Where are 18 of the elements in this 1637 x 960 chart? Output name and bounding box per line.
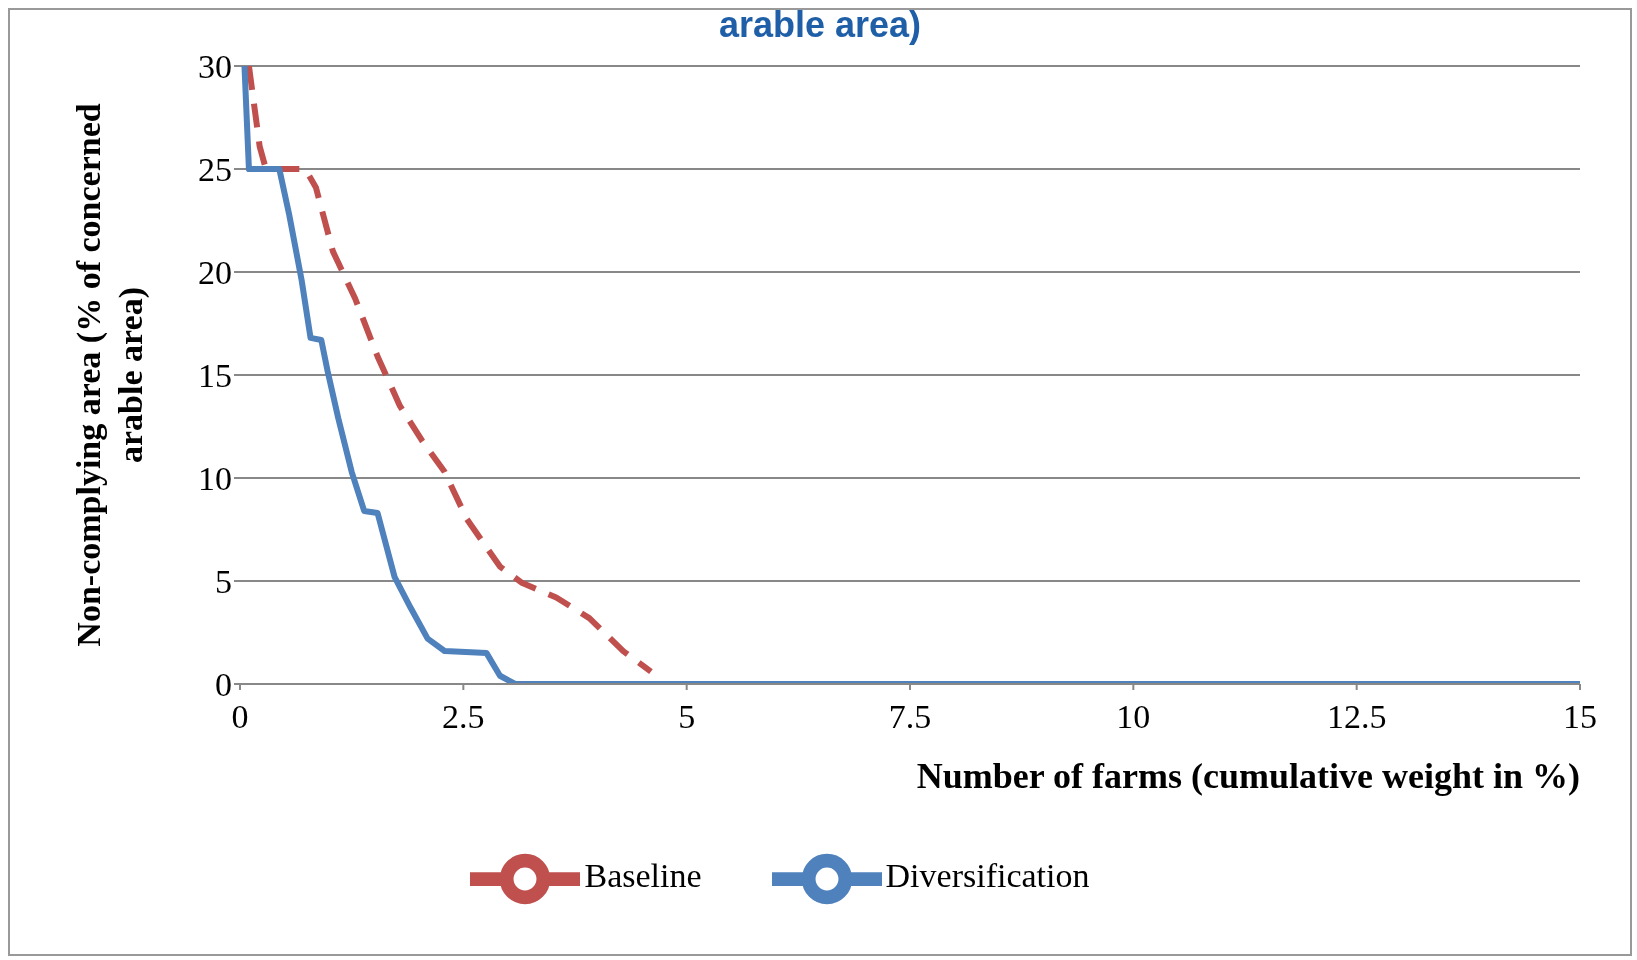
x-tick-label: 7.5	[888, 698, 932, 736]
legend-label: Baseline	[584, 856, 702, 894]
y-axis-title: Non-complying area (% of concerned arable area)	[70, 103, 150, 647]
y-tick-label: 5	[215, 563, 232, 601]
y-tick-label: 0	[215, 666, 232, 704]
x-tick-label: 5	[678, 698, 696, 736]
chart-title: arable area)	[717, 4, 923, 46]
y-tick-label: 20	[198, 254, 232, 292]
x-tick-label: 15	[1563, 698, 1597, 736]
x-tick-label: 2.5	[442, 698, 485, 736]
y-tick-label: 10	[198, 460, 232, 498]
legend-label: Diversification	[885, 856, 1090, 894]
y-tick-label: 30	[198, 48, 232, 86]
x-tick-label: 12.5	[1326, 698, 1387, 736]
y-tick-label: 25	[198, 151, 232, 189]
x-tick-label: 10	[1116, 698, 1151, 736]
x-axis-title: Number of farms (cumulative weight in %)	[916, 756, 1580, 796]
y-tick-label: 15	[198, 357, 232, 395]
